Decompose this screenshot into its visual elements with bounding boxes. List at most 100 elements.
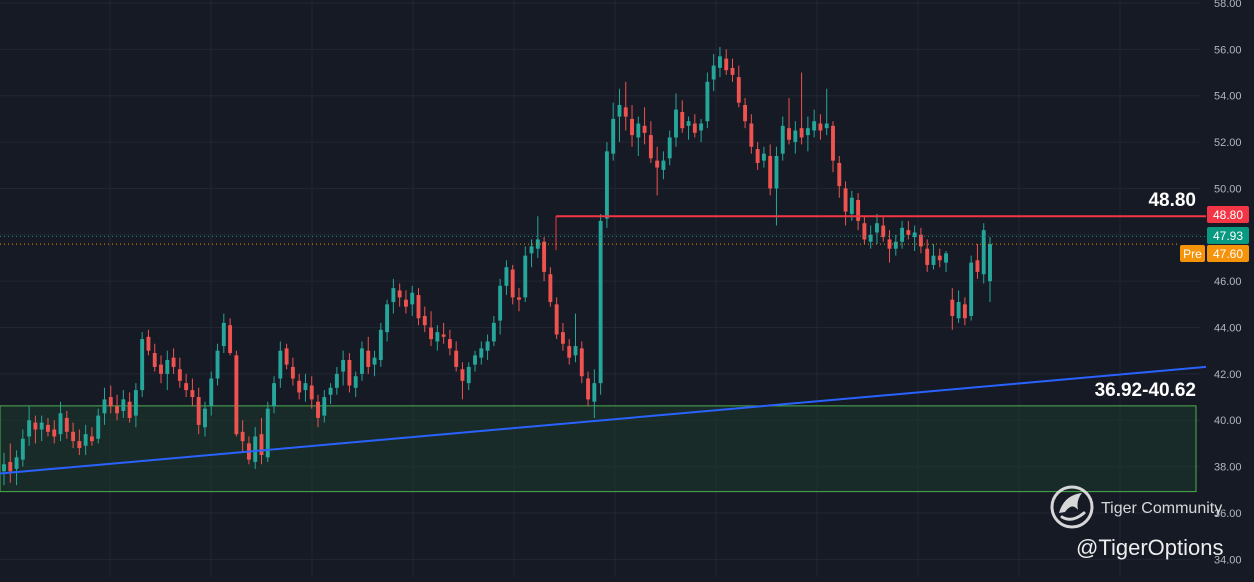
- candle: [818, 114, 823, 140]
- candle: [316, 394, 320, 428]
- candle-body: [692, 123, 697, 133]
- y-tick-label: 50.00: [1214, 183, 1242, 195]
- candle-body: [604, 151, 609, 219]
- candle: [190, 378, 195, 407]
- candle-body: [962, 304, 967, 319]
- candle: [152, 343, 157, 372]
- candle-body: [77, 441, 82, 449]
- candle-body: [466, 366, 471, 384]
- candle: [410, 285, 415, 316]
- candle: [856, 193, 861, 231]
- candle-body: [925, 248, 930, 265]
- candle: [341, 350, 346, 386]
- premarket-price-tag: Pre 47.60: [1180, 245, 1249, 262]
- candle-body: [196, 397, 201, 425]
- candle: [203, 401, 207, 437]
- candle-body: [334, 373, 339, 388]
- candle-body: [743, 104, 748, 122]
- candle-body: [548, 274, 553, 303]
- candle-body: [906, 230, 911, 235]
- candle-body: [429, 327, 434, 340]
- candle-body: [278, 350, 283, 379]
- candle: [196, 387, 201, 435]
- candle: [956, 290, 961, 323]
- candle: [787, 98, 791, 145]
- candle: [372, 350, 377, 377]
- candle: [108, 385, 113, 414]
- candle: [422, 306, 427, 333]
- candle: [215, 343, 220, 386]
- candle-body: [290, 366, 295, 379]
- candle: [592, 369, 597, 418]
- candle-body: [259, 434, 264, 456]
- candle-body: [900, 227, 905, 242]
- candle-body: [517, 297, 521, 300]
- candle: [89, 427, 94, 446]
- candle-body: [209, 378, 214, 407]
- candlesticks: [2, 47, 992, 486]
- candle-body: [655, 160, 660, 168]
- candle-body: [322, 397, 327, 416]
- candle: [360, 341, 364, 381]
- y-tick-label: 52.00: [1214, 137, 1242, 149]
- candle-body: [46, 424, 50, 432]
- candle-body: [736, 77, 741, 103]
- ascending-trendline[interactable]: [0, 365, 1207, 475]
- candle-body: [749, 123, 754, 147]
- candle: [96, 408, 101, 444]
- candle-body: [127, 401, 132, 418]
- candle: [328, 383, 333, 405]
- candle-body: [309, 385, 314, 400]
- candle: [33, 415, 38, 444]
- candle-body: [661, 160, 666, 170]
- candle: [736, 65, 741, 108]
- y-tick-label: 44.00: [1214, 323, 1242, 335]
- candle-body: [316, 401, 320, 418]
- candle: [981, 223, 986, 284]
- candle: [535, 216, 540, 258]
- y-tick-label: 54.00: [1214, 91, 1242, 103]
- candle: [824, 88, 829, 136]
- candle: [724, 49, 729, 75]
- candle-body: [799, 128, 804, 138]
- candle: [234, 350, 239, 437]
- candle: [58, 401, 63, 442]
- candle-body: [8, 461, 13, 472]
- candle-body: [102, 399, 107, 414]
- candle-body: [146, 336, 151, 351]
- candle: [604, 142, 609, 228]
- candle: [529, 239, 534, 268]
- candle-body: [108, 397, 113, 407]
- price-axis[interactable]: 34.0036.0038.0040.0042.0044.0046.0048.00…: [1214, 0, 1242, 566]
- candle-body: [190, 390, 195, 398]
- candle-body: [265, 408, 270, 458]
- candle-body: [981, 230, 986, 275]
- candle: [699, 118, 704, 143]
- candle-body: [667, 137, 672, 159]
- candle: [962, 297, 967, 326]
- candle: [749, 114, 754, 154]
- candle-body: [680, 111, 685, 129]
- candle-body: [931, 255, 936, 265]
- candle-body: [328, 387, 333, 395]
- candle: [259, 417, 264, 465]
- candle-body: [460, 369, 465, 381]
- candle-body: [630, 118, 634, 136]
- candle: [2, 452, 6, 486]
- candle: [473, 350, 477, 372]
- candle-body: [504, 267, 509, 286]
- candle: [598, 213, 603, 395]
- candle: [14, 450, 19, 486]
- candle: [975, 244, 980, 279]
- y-tick-label: 38.00: [1214, 462, 1242, 474]
- candle: [875, 213, 879, 245]
- candle: [868, 225, 873, 249]
- candle-body: [479, 348, 484, 358]
- candle-body: [623, 107, 628, 117]
- candle-body: [724, 58, 729, 71]
- candle-body: [203, 408, 207, 428]
- candle: [805, 116, 810, 152]
- candle: [378, 322, 383, 367]
- candle: [768, 144, 773, 196]
